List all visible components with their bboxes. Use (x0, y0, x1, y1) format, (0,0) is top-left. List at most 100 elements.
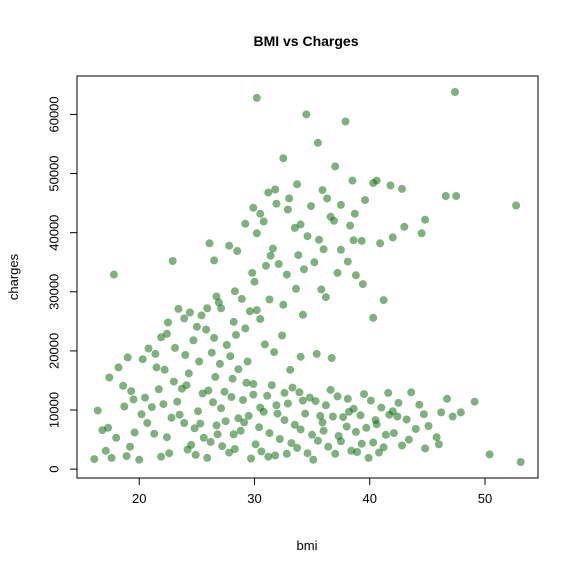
data-point (394, 398, 403, 407)
data-point (384, 388, 393, 397)
data-point (290, 223, 299, 232)
data-point (250, 277, 259, 286)
data-point (196, 419, 205, 428)
data-point (229, 430, 238, 439)
data-point (319, 426, 328, 435)
data-point (181, 351, 190, 359)
data-point (105, 373, 114, 382)
data-point (485, 450, 494, 459)
data-point (302, 110, 311, 119)
data-point (205, 239, 214, 248)
y-axis: 0 10000 20000 30000 40000 50000 60000 (47, 96, 78, 473)
data-point (356, 411, 365, 420)
data-point (317, 285, 326, 294)
data-point (162, 329, 171, 338)
data-point (203, 453, 212, 462)
data-point (230, 287, 239, 296)
data-point (236, 426, 245, 435)
data-point (361, 196, 370, 205)
data-point (404, 435, 413, 444)
data-point (351, 271, 360, 280)
data-point (313, 138, 322, 147)
data-point (210, 256, 219, 265)
data-point (265, 429, 274, 438)
data-point (265, 295, 274, 304)
data-point (228, 374, 237, 383)
data-point (362, 423, 371, 432)
data-point (421, 215, 430, 224)
data-point (369, 438, 378, 447)
data-point (213, 430, 222, 439)
data-point (386, 181, 395, 190)
data-point (381, 430, 390, 439)
data-point (107, 453, 116, 462)
data-point (167, 413, 176, 422)
data-point (280, 416, 289, 425)
data-point (268, 244, 277, 253)
data-point (222, 341, 231, 349)
x-tick-label: 30 (247, 491, 261, 506)
data-point (104, 423, 113, 432)
data-point (119, 381, 128, 390)
data-point (256, 315, 265, 323)
data-point (210, 333, 219, 342)
data-point (197, 311, 206, 320)
data-point (346, 221, 355, 230)
data-point (398, 184, 406, 193)
data-point (260, 340, 269, 349)
chart-title: BMI vs Charges (253, 33, 358, 49)
data-point (221, 417, 230, 426)
data-point (326, 212, 335, 221)
data-point (247, 454, 255, 463)
data-point (174, 304, 183, 313)
data-point (305, 393, 314, 402)
data-point (233, 247, 242, 255)
data-point (173, 397, 182, 406)
data-point (512, 201, 521, 210)
data-point (294, 251, 303, 260)
y-axis-label: charges (6, 253, 21, 300)
data-point (152, 363, 161, 372)
data-point (421, 444, 430, 453)
data-point (407, 388, 416, 397)
data-point (357, 236, 366, 245)
data-point (162, 433, 171, 442)
data-point (348, 176, 357, 185)
data-point (262, 261, 270, 270)
x-tick-label: 40 (363, 491, 377, 506)
data-point (212, 421, 221, 430)
data-point (248, 268, 257, 277)
data-point (282, 270, 291, 279)
data-point (180, 419, 189, 427)
data-point (185, 308, 194, 317)
data-point (288, 383, 297, 392)
data-point (415, 400, 424, 409)
data-point (275, 435, 284, 443)
x-tick-label: 50 (478, 491, 492, 506)
data-point (151, 349, 160, 358)
data-point (310, 258, 319, 267)
data-point (290, 420, 299, 429)
data-point (122, 452, 131, 461)
data-point (138, 355, 147, 364)
data-point (157, 333, 166, 342)
data-point (312, 349, 321, 358)
data-point (206, 437, 215, 446)
data-point (93, 406, 102, 415)
x-axis-label: bmi (297, 538, 318, 553)
data-point (112, 433, 121, 442)
data-point (234, 365, 243, 374)
data-point (324, 442, 333, 451)
data-point (402, 415, 411, 424)
data-point (343, 394, 352, 403)
data-point (267, 381, 276, 390)
data-point (271, 185, 280, 194)
data-point (336, 437, 345, 446)
data-point (241, 324, 250, 333)
data-point (123, 353, 132, 362)
data-point (137, 410, 146, 419)
data-point (364, 453, 373, 462)
data-point (218, 442, 227, 451)
data-point (516, 458, 525, 466)
data-point (398, 441, 406, 450)
